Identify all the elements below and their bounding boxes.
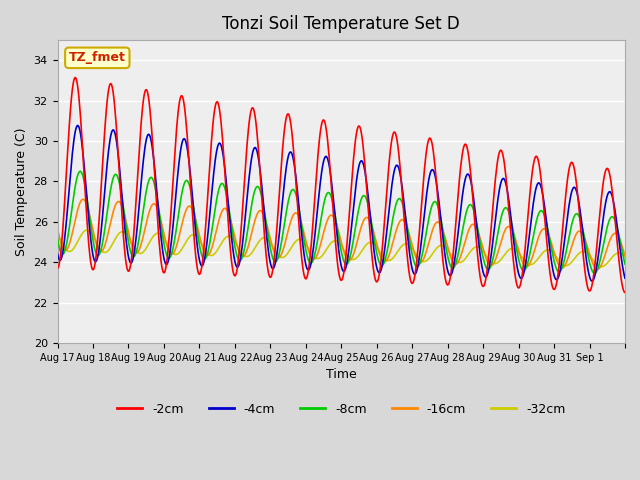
Y-axis label: Soil Temperature (C): Soil Temperature (C) (15, 127, 28, 256)
Text: TZ_fmet: TZ_fmet (69, 51, 125, 64)
Legend: -2cm, -4cm, -8cm, -16cm, -32cm: -2cm, -4cm, -8cm, -16cm, -32cm (112, 398, 570, 421)
X-axis label: Time: Time (326, 368, 356, 381)
Title: Tonzi Soil Temperature Set D: Tonzi Soil Temperature Set D (222, 15, 460, 33)
